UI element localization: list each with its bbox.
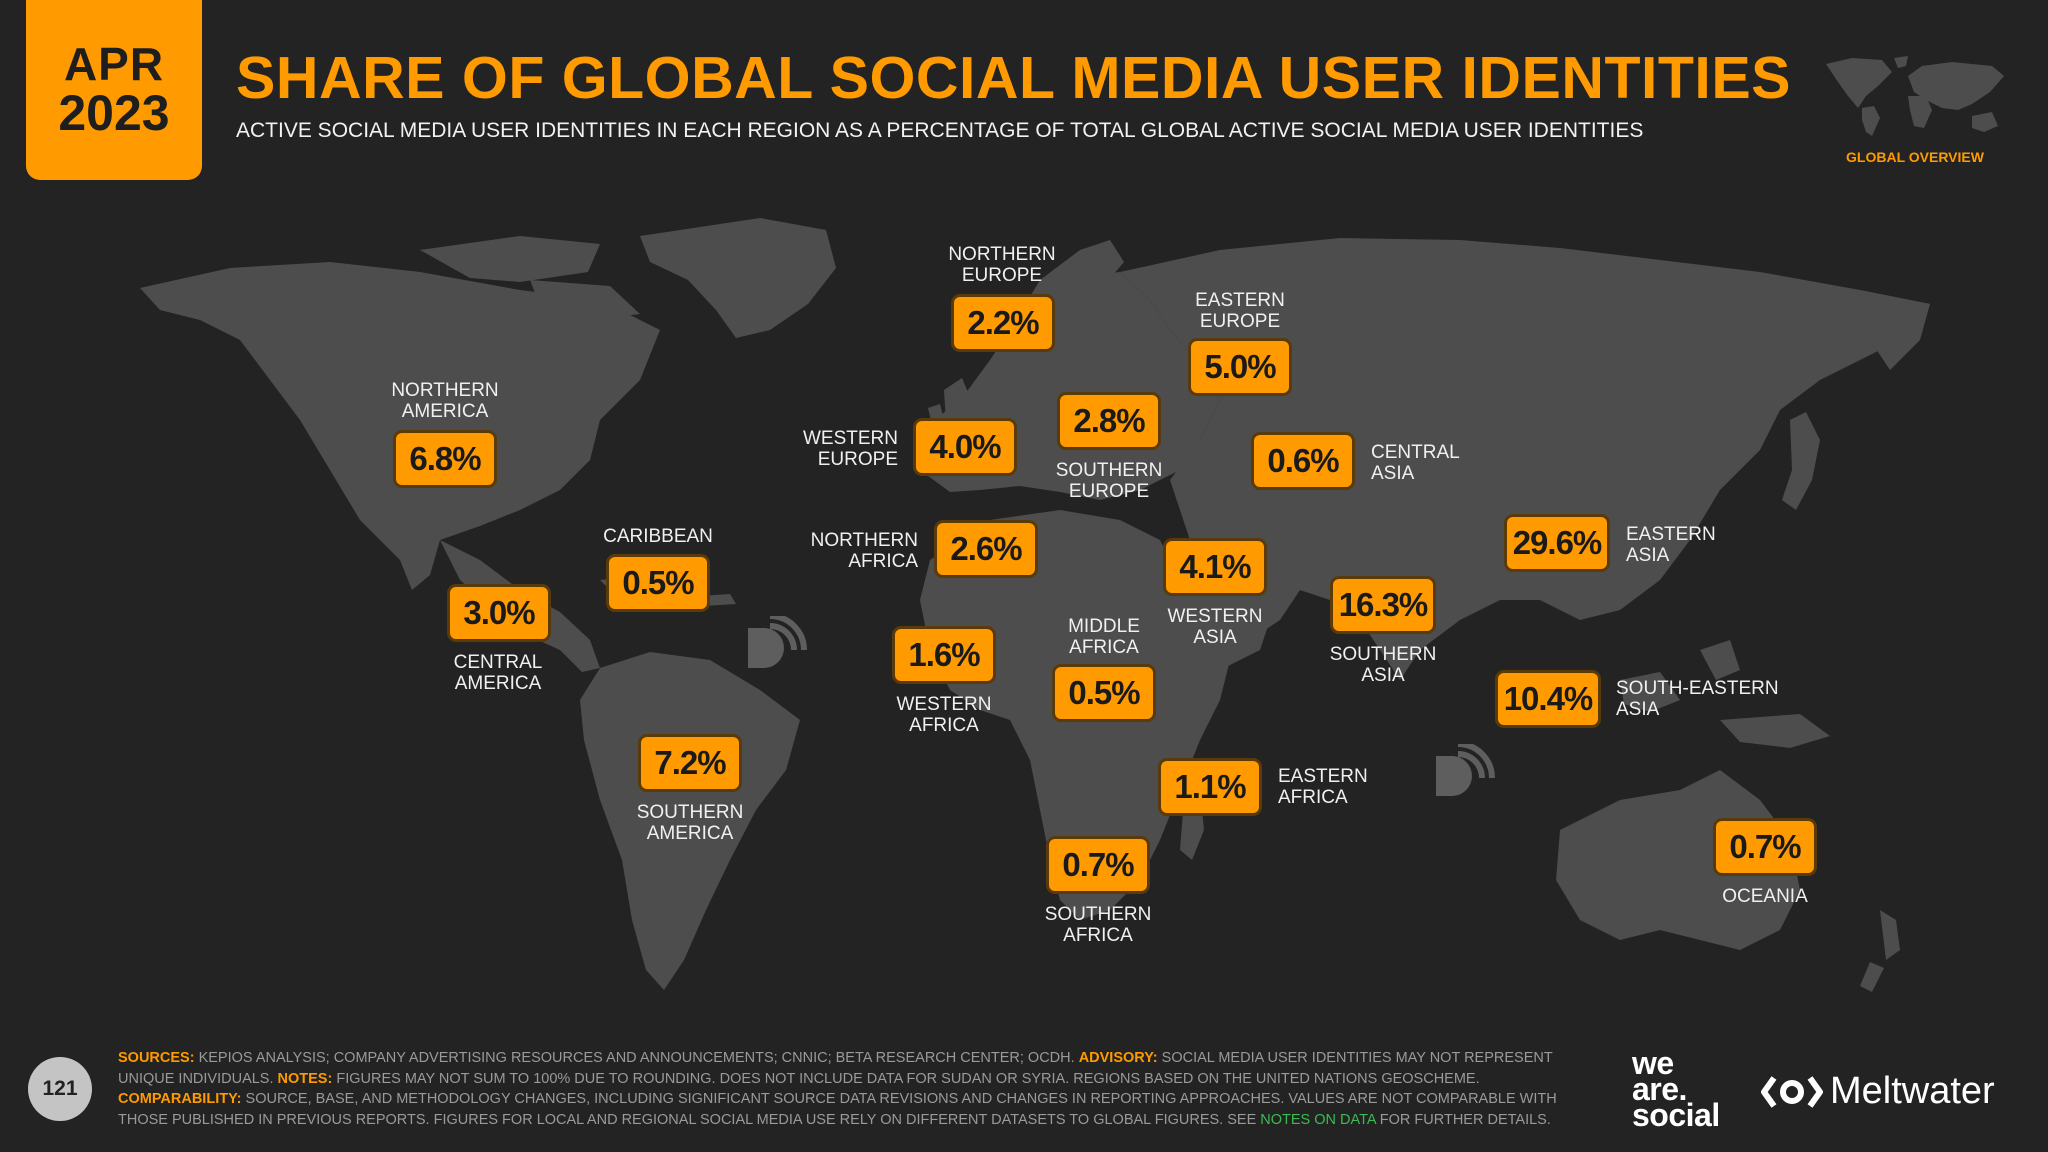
date-year: 2023 [58,84,170,141]
region-value-northern-africa: 2.6% [934,520,1038,578]
region-value-eastern-europe: 5.0% [1188,338,1292,396]
we-are-social-logo: we are. social [1632,1045,1720,1133]
logo-word-social: social [1632,1097,1720,1133]
advisory-key: ADVISORY: [1078,1050,1158,1066]
sources-text: KEPIOS ANALYSIS; COMPANY ADVERTISING RES… [194,1050,1079,1066]
region-label-oceania: OCEANIA [1722,886,1808,907]
notes-key: NOTES: [277,1070,333,1087]
datareportal-watermark-icon [748,616,807,668]
region-value-oceania: 0.7% [1713,818,1817,876]
region-label-northern-america: NORTHERN AMERICA [391,380,499,422]
region-value-central-america: 3.0% [447,584,551,642]
region-label-eastern-europe: EASTERN EUROPE [1195,290,1285,332]
region-label-northern-africa: NORTHERN AFRICA [810,530,918,572]
date-month: APR [63,38,165,91]
region-value-northern-europe: 2.2% [951,294,1055,352]
region-value-eastern-africa: 1.1% [1158,758,1262,816]
region-value-eastern-asia: 29.6% [1504,514,1610,572]
region-value-southern-america: 7.2% [638,734,742,792]
region-label-eastern-africa: EASTERN AFRICA [1278,766,1368,808]
footer-notes: SOURCES: KEPIOS ANALYSIS; COMPANY ADVERT… [118,1048,1588,1130]
region-label-eastern-asia: EASTERN ASIA [1626,524,1716,566]
region-label-central-asia: CENTRAL ASIA [1371,442,1460,484]
global-overview-icon [1826,56,2004,136]
region-value-southern-africa: 0.7% [1046,836,1150,894]
region-label-northern-europe: NORTHERN EUROPE [948,244,1056,286]
region-value-western-africa: 1.6% [892,626,996,684]
datareportal-watermark-icon [1436,744,1495,796]
page-title: SHARE OF GLOBAL SOCIAL MEDIA USER IDENTI… [236,45,1792,111]
region-value-southern-asia: 16.3% [1330,576,1436,634]
region-label-western-asia: WESTERN ASIA [1167,606,1263,648]
meltwater-logo: Meltwater [1760,1070,1995,1113]
region-value-south-eastern-asia: 10.4% [1495,670,1601,728]
region-value-caribbean: 0.5% [606,554,710,612]
region-label-western-europe: WESTERN EUROPE [803,428,898,470]
region-label-central-america: CENTRAL AMERICA [453,652,543,694]
logo-word-we: we [1632,1045,1674,1081]
region-label-south-eastern-asia: SOUTH-EASTERN ASIA [1616,678,1779,720]
region-label-western-africa: WESTERN AFRICA [896,694,992,736]
page-number: 121 [28,1057,92,1121]
region-value-middle-africa: 0.5% [1052,664,1156,722]
region-value-northern-america: 6.8% [393,430,497,488]
comparability-key: COMPARABILITY: [118,1091,242,1107]
region-label-southern-america: SOUTHERN AMERICA [636,802,744,844]
region-value-western-europe: 4.0% [913,418,1017,476]
region-label-caribbean: CARIBBEAN [603,526,713,547]
sources-key: SOURCES: [118,1050,195,1066]
region-label-southern-asia: SOUTHERN ASIA [1329,644,1437,686]
advisory-text: SOCIAL MEDIA USER IDENTITIES MAY NOT REP… [118,1050,1553,1087]
comparability-end: FOR FURTHER DETAILS. [1375,1111,1551,1128]
region-label-southern-europe: SOUTHERN EUROPE [1055,460,1163,502]
region-value-western-asia: 4.1% [1163,538,1267,596]
meltwater-wordmark: Meltwater [1830,1070,1995,1112]
notes-on-data-link[interactable]: NOTES ON DATA [1260,1111,1376,1128]
region-label-southern-africa: SOUTHERN AFRICA [1044,904,1152,946]
page-subtitle: ACTIVE SOCIAL MEDIA USER IDENTITIES IN E… [236,119,1644,142]
region-label-middle-africa: MIDDLE AFRICA [1068,616,1140,658]
meltwater-mark-icon [1761,1075,1823,1108]
region-value-southern-europe: 2.8% [1057,392,1161,450]
global-overview-label: GLOBAL OVERVIEW [1846,149,1984,165]
logo-word-are: are. [1632,1071,1687,1107]
comparability-text: SOURCE, BASE, AND METHODOLOGY CHANGES, I… [118,1091,1557,1128]
region-value-central-asia: 0.6% [1251,432,1355,490]
notes-text: FIGURES MAY NOT SUM TO 100% DUE TO ROUND… [332,1070,1480,1087]
date-badge: APR 2023 [26,0,202,180]
